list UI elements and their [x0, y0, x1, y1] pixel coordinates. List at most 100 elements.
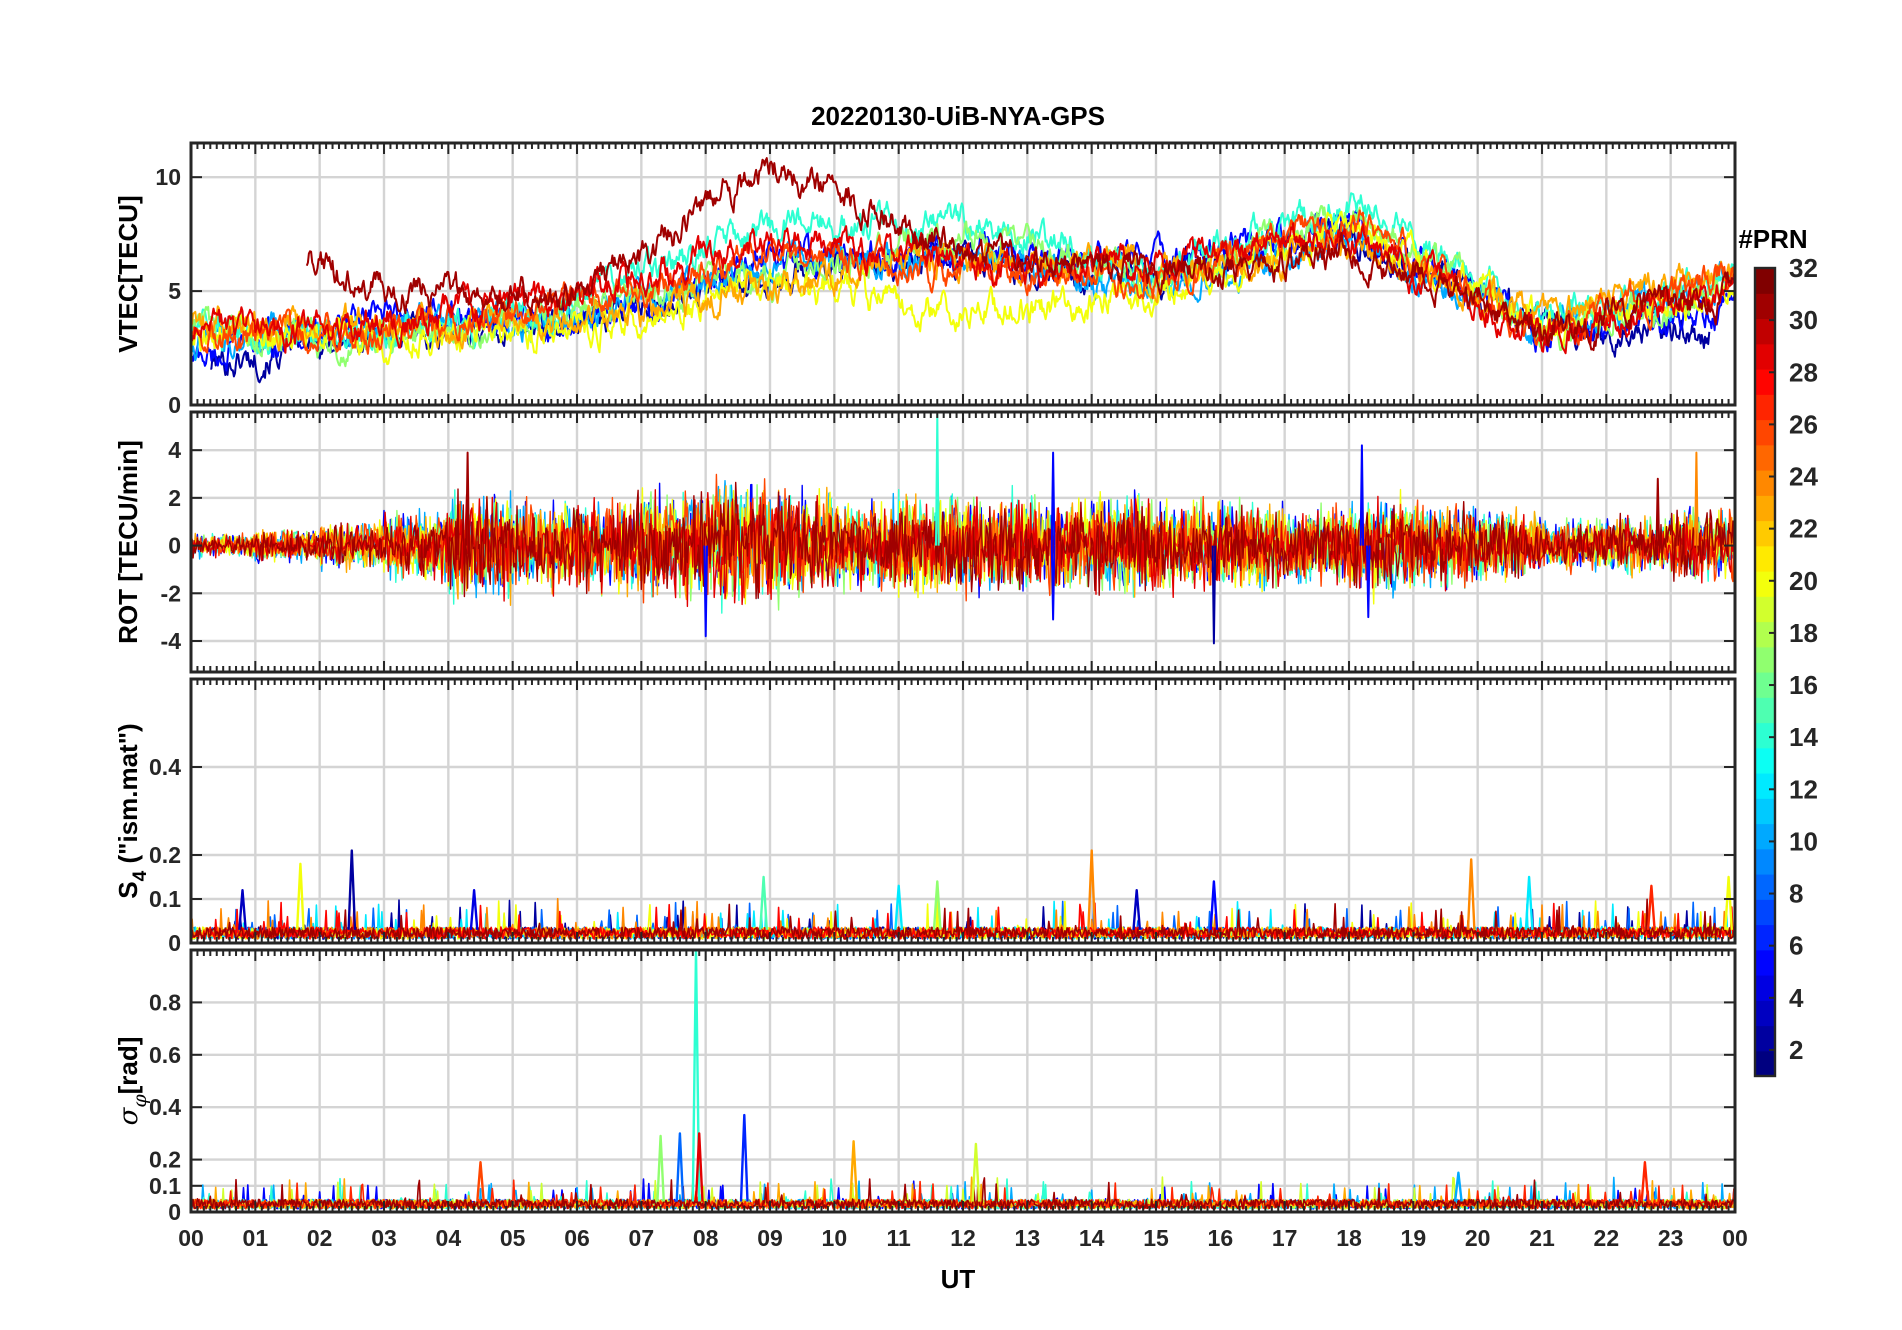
- colorbar-swatch: [1755, 1050, 1775, 1077]
- colorbar-swatch: [1755, 470, 1775, 496]
- y-axis-label-rest: [rad]: [113, 1037, 143, 1095]
- colorbar-swatch: [1755, 293, 1775, 320]
- x-tick-label: 20: [1465, 1225, 1491, 1251]
- y-tick-label: 0: [168, 392, 181, 418]
- y-tick-label: 0.6: [149, 1042, 181, 1068]
- x-tick-label: 12: [950, 1225, 976, 1251]
- colorbar-swatch: [1755, 545, 1775, 572]
- colorbar-swatch: [1755, 571, 1775, 597]
- y-axis-label: VTEC[TECU]: [113, 195, 143, 352]
- colorbar-swatch: [1755, 369, 1775, 395]
- y-axis-label-main: σ: [114, 1106, 144, 1125]
- x-tick-label: 15: [1143, 1225, 1169, 1251]
- sigma_phi-spike: [476, 1161, 485, 1202]
- y-tick-label: 0: [168, 930, 181, 956]
- y-tick-label: -2: [161, 580, 181, 606]
- sigma_phi-spike: [691, 950, 701, 1202]
- sigma_phi-spike: [694, 1132, 704, 1202]
- y-tick-label: -4: [161, 628, 182, 654]
- rot-series-prn-31: [191, 481, 1735, 600]
- vtec-series-prn-31: [305, 157, 1735, 352]
- y-tick-label: 0.4: [149, 754, 181, 780]
- y-axis-label-rest: ("ism.mat"): [113, 723, 143, 870]
- x-tick-label: 05: [500, 1225, 526, 1251]
- y-tick-label: 0.8: [149, 989, 181, 1015]
- x-tick-label: 07: [629, 1225, 655, 1251]
- colorbar-tick-label: 18: [1789, 618, 1818, 648]
- colorbar-tick-label: 12: [1789, 774, 1818, 804]
- x-tick-label: 17: [1272, 1225, 1298, 1251]
- colorbar-swatch: [1755, 495, 1775, 522]
- x-tick-label: 13: [1015, 1225, 1041, 1251]
- rot-spike: [1211, 545, 1217, 645]
- y-tick-label: 0.4: [149, 1094, 181, 1120]
- rot-spike: [703, 545, 708, 638]
- panel-sigma_phi: 00.10.2 0.4 0.6 0.8 σφ[rad] 00 01 02 03 04 05 06 07 0…: [113, 948, 1748, 1251]
- colorbar-tick-label: 6: [1789, 931, 1803, 961]
- figure-title: 20220130-UiB-NYA-GPS: [811, 101, 1105, 131]
- s4-spike: [1132, 889, 1142, 930]
- s4-spike: [1524, 875, 1534, 930]
- colorbar-label: #PRN: [1738, 224, 1807, 254]
- colorbar-swatch: [1755, 848, 1775, 875]
- x-tick-label: 18: [1336, 1225, 1362, 1251]
- colorbar-swatch: [1755, 268, 1775, 294]
- s4-spike: [759, 875, 768, 930]
- colorbar-tick-label: 16: [1789, 670, 1818, 700]
- s4-spike: [347, 849, 357, 930]
- s4-spike: [469, 889, 479, 930]
- sigma_phi-spike: [1453, 1171, 1463, 1202]
- colorbar-swatch: [1755, 747, 1775, 774]
- x-tick-label: 23: [1658, 1225, 1684, 1251]
- rot-spike: [1050, 545, 1056, 621]
- y-axis-label: S4 ("ism.mat"): [113, 723, 151, 898]
- colorbar-tick-label: 22: [1789, 514, 1818, 544]
- colorbar-swatch: [1755, 899, 1775, 926]
- y-tick-label: 0: [168, 533, 181, 559]
- colorbar-tick-label: 32: [1789, 253, 1818, 283]
- y-tick-label: 0: [168, 1199, 181, 1225]
- axes-frame: [189, 677, 1737, 945]
- colorbar-swatch: [1755, 444, 1775, 471]
- x-tick-label: 00: [178, 1225, 204, 1251]
- x-axis-label: UT: [941, 1264, 976, 1294]
- sigma_phi-spike: [971, 1142, 981, 1202]
- axes-frame: [189, 948, 1737, 1214]
- colorbar-swatch: [1755, 773, 1775, 799]
- vtec-series-prn-20: [191, 210, 1735, 366]
- vtec-series-prn-14: [191, 192, 1735, 355]
- colorbar-tick-label: 26: [1789, 409, 1818, 439]
- panel-rot: -4 -2 0 2 4 ROT [TECU/min]: [113, 410, 1737, 674]
- grid: [191, 679, 1735, 943]
- rot-spike: [1655, 477, 1661, 546]
- sigma_phi-spike: [849, 1140, 859, 1202]
- x-tick-label: 22: [1594, 1225, 1620, 1251]
- x-tick-label: 08: [693, 1225, 719, 1251]
- sigma_phi-spike: [675, 1132, 685, 1202]
- colorbar-swatch: [1755, 520, 1775, 547]
- rot-spike: [1050, 451, 1056, 546]
- y-axis-label-subscript: 4: [130, 870, 151, 881]
- colorbar-swatch: [1755, 394, 1775, 421]
- colorbar-swatch: [1755, 672, 1775, 698]
- x-tick-label: 21: [1529, 1225, 1555, 1251]
- x-tick-label: 11: [887, 1225, 912, 1251]
- y-tick-label: 4: [168, 437, 181, 463]
- x-tick-label: 01: [243, 1225, 269, 1251]
- colorbar-swatch: [1755, 343, 1775, 370]
- x-tick-label: 19: [1401, 1225, 1427, 1251]
- x-tick-label: 03: [371, 1225, 397, 1251]
- rot-spike: [1694, 451, 1699, 546]
- colorbar-swatch: [1755, 1025, 1775, 1052]
- series-group: [191, 413, 1735, 645]
- s4-spike: [1087, 849, 1097, 930]
- x-tick-label: 14: [1079, 1225, 1105, 1251]
- x-tick-label: 02: [307, 1225, 333, 1251]
- colorbar-swatch: [1755, 596, 1775, 623]
- colorbar-tick-label: 24: [1789, 462, 1818, 492]
- y-tick-label: 0.2: [149, 1147, 181, 1173]
- y-axis-label-main: S: [113, 881, 143, 898]
- s4-spike: [1724, 875, 1733, 930]
